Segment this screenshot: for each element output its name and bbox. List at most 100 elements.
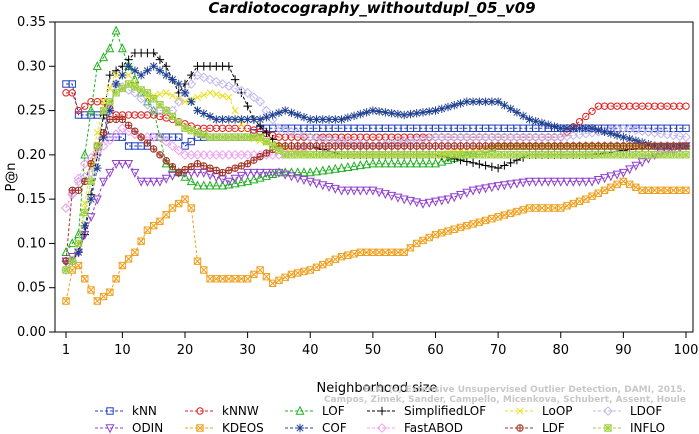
data-point bbox=[142, 99, 153, 110]
data-point bbox=[261, 170, 271, 180]
data-point bbox=[487, 162, 497, 172]
data-point bbox=[412, 158, 422, 168]
data-point bbox=[111, 129, 122, 140]
data-point bbox=[669, 151, 678, 159]
data-point bbox=[187, 126, 195, 135]
data-point bbox=[243, 115, 252, 124]
data-point bbox=[418, 158, 428, 168]
x-tick-label: 20 bbox=[177, 343, 194, 358]
data-point bbox=[513, 207, 521, 216]
data-point bbox=[187, 204, 195, 212]
data-point bbox=[319, 260, 327, 269]
data-point bbox=[368, 158, 378, 168]
data-point bbox=[613, 180, 621, 189]
data-point bbox=[136, 70, 146, 80]
data-point bbox=[563, 142, 571, 150]
data-point bbox=[149, 177, 159, 187]
data-point bbox=[225, 166, 233, 174]
data-point bbox=[167, 141, 178, 151]
data-point bbox=[668, 130, 679, 141]
data-point bbox=[588, 142, 596, 150]
data-point bbox=[74, 106, 83, 115]
data-point bbox=[286, 172, 296, 182]
data-point bbox=[156, 90, 164, 98]
data-point bbox=[500, 211, 509, 219]
series-ODIN bbox=[61, 142, 691, 267]
x-tick-label: 90 bbox=[615, 343, 632, 358]
data-point bbox=[237, 133, 246, 141]
data-point bbox=[124, 62, 133, 71]
data-point bbox=[463, 151, 471, 159]
data-point bbox=[306, 266, 314, 274]
data-point bbox=[612, 131, 622, 140]
data-point bbox=[406, 142, 415, 150]
data-point bbox=[299, 175, 309, 185]
data-point bbox=[487, 142, 497, 152]
data-point bbox=[638, 142, 646, 150]
data-point bbox=[582, 151, 590, 159]
data-point bbox=[612, 170, 622, 180]
data-point bbox=[600, 151, 609, 159]
data-point bbox=[181, 98, 189, 106]
data-point bbox=[81, 177, 89, 186]
data-point bbox=[167, 171, 177, 181]
data-point bbox=[136, 177, 146, 187]
data-point bbox=[538, 151, 546, 159]
data-point bbox=[218, 168, 227, 177]
y-tick-label: 0.05 bbox=[17, 281, 46, 296]
data-point bbox=[230, 115, 240, 124]
data-point bbox=[117, 123, 128, 134]
data-point bbox=[299, 130, 309, 141]
data-point bbox=[61, 203, 71, 213]
series-line-kNNW bbox=[66, 92, 686, 138]
data-point bbox=[393, 109, 403, 119]
data-point bbox=[575, 151, 584, 159]
data-point bbox=[162, 62, 171, 71]
data-point bbox=[337, 162, 347, 172]
data-point bbox=[230, 83, 240, 94]
data-point bbox=[519, 151, 527, 159]
legend-item-LOF: LOF bbox=[285, 404, 345, 418]
data-point bbox=[93, 297, 102, 305]
data-point bbox=[550, 122, 559, 131]
data-point bbox=[494, 151, 502, 159]
data-point bbox=[99, 132, 108, 142]
data-point bbox=[630, 125, 641, 135]
data-point bbox=[582, 142, 590, 150]
data-point bbox=[106, 115, 114, 124]
data-point bbox=[250, 133, 258, 141]
data-point bbox=[343, 186, 353, 196]
legend-label: ODIN bbox=[132, 421, 163, 434]
data-point bbox=[456, 223, 465, 232]
data-point bbox=[274, 108, 284, 117]
data-point bbox=[287, 151, 296, 159]
data-point bbox=[294, 269, 302, 277]
data-point bbox=[632, 183, 640, 192]
data-point bbox=[250, 156, 258, 164]
data-point bbox=[543, 177, 553, 187]
data-point bbox=[468, 97, 478, 106]
data-point bbox=[368, 106, 378, 115]
data-point bbox=[198, 72, 209, 83]
data-point bbox=[62, 266, 70, 274]
data-point bbox=[319, 142, 327, 150]
data-point bbox=[569, 142, 577, 150]
data-point bbox=[142, 177, 152, 187]
data-point bbox=[481, 97, 490, 106]
data-point bbox=[400, 248, 408, 256]
data-point bbox=[412, 198, 422, 208]
data-point bbox=[394, 142, 402, 150]
data-point bbox=[312, 115, 321, 124]
data-point bbox=[156, 151, 164, 159]
data-point bbox=[155, 177, 165, 187]
data-point bbox=[525, 142, 534, 150]
legend-item-LDOF: LDOF bbox=[593, 404, 662, 418]
data-point bbox=[255, 115, 265, 124]
data-point bbox=[419, 236, 427, 245]
x-tick-label: 100 bbox=[674, 343, 699, 358]
data-point bbox=[331, 151, 339, 159]
data-point bbox=[337, 253, 346, 261]
data-point bbox=[438, 229, 446, 237]
data-point bbox=[106, 288, 114, 296]
data-point bbox=[237, 115, 246, 124]
